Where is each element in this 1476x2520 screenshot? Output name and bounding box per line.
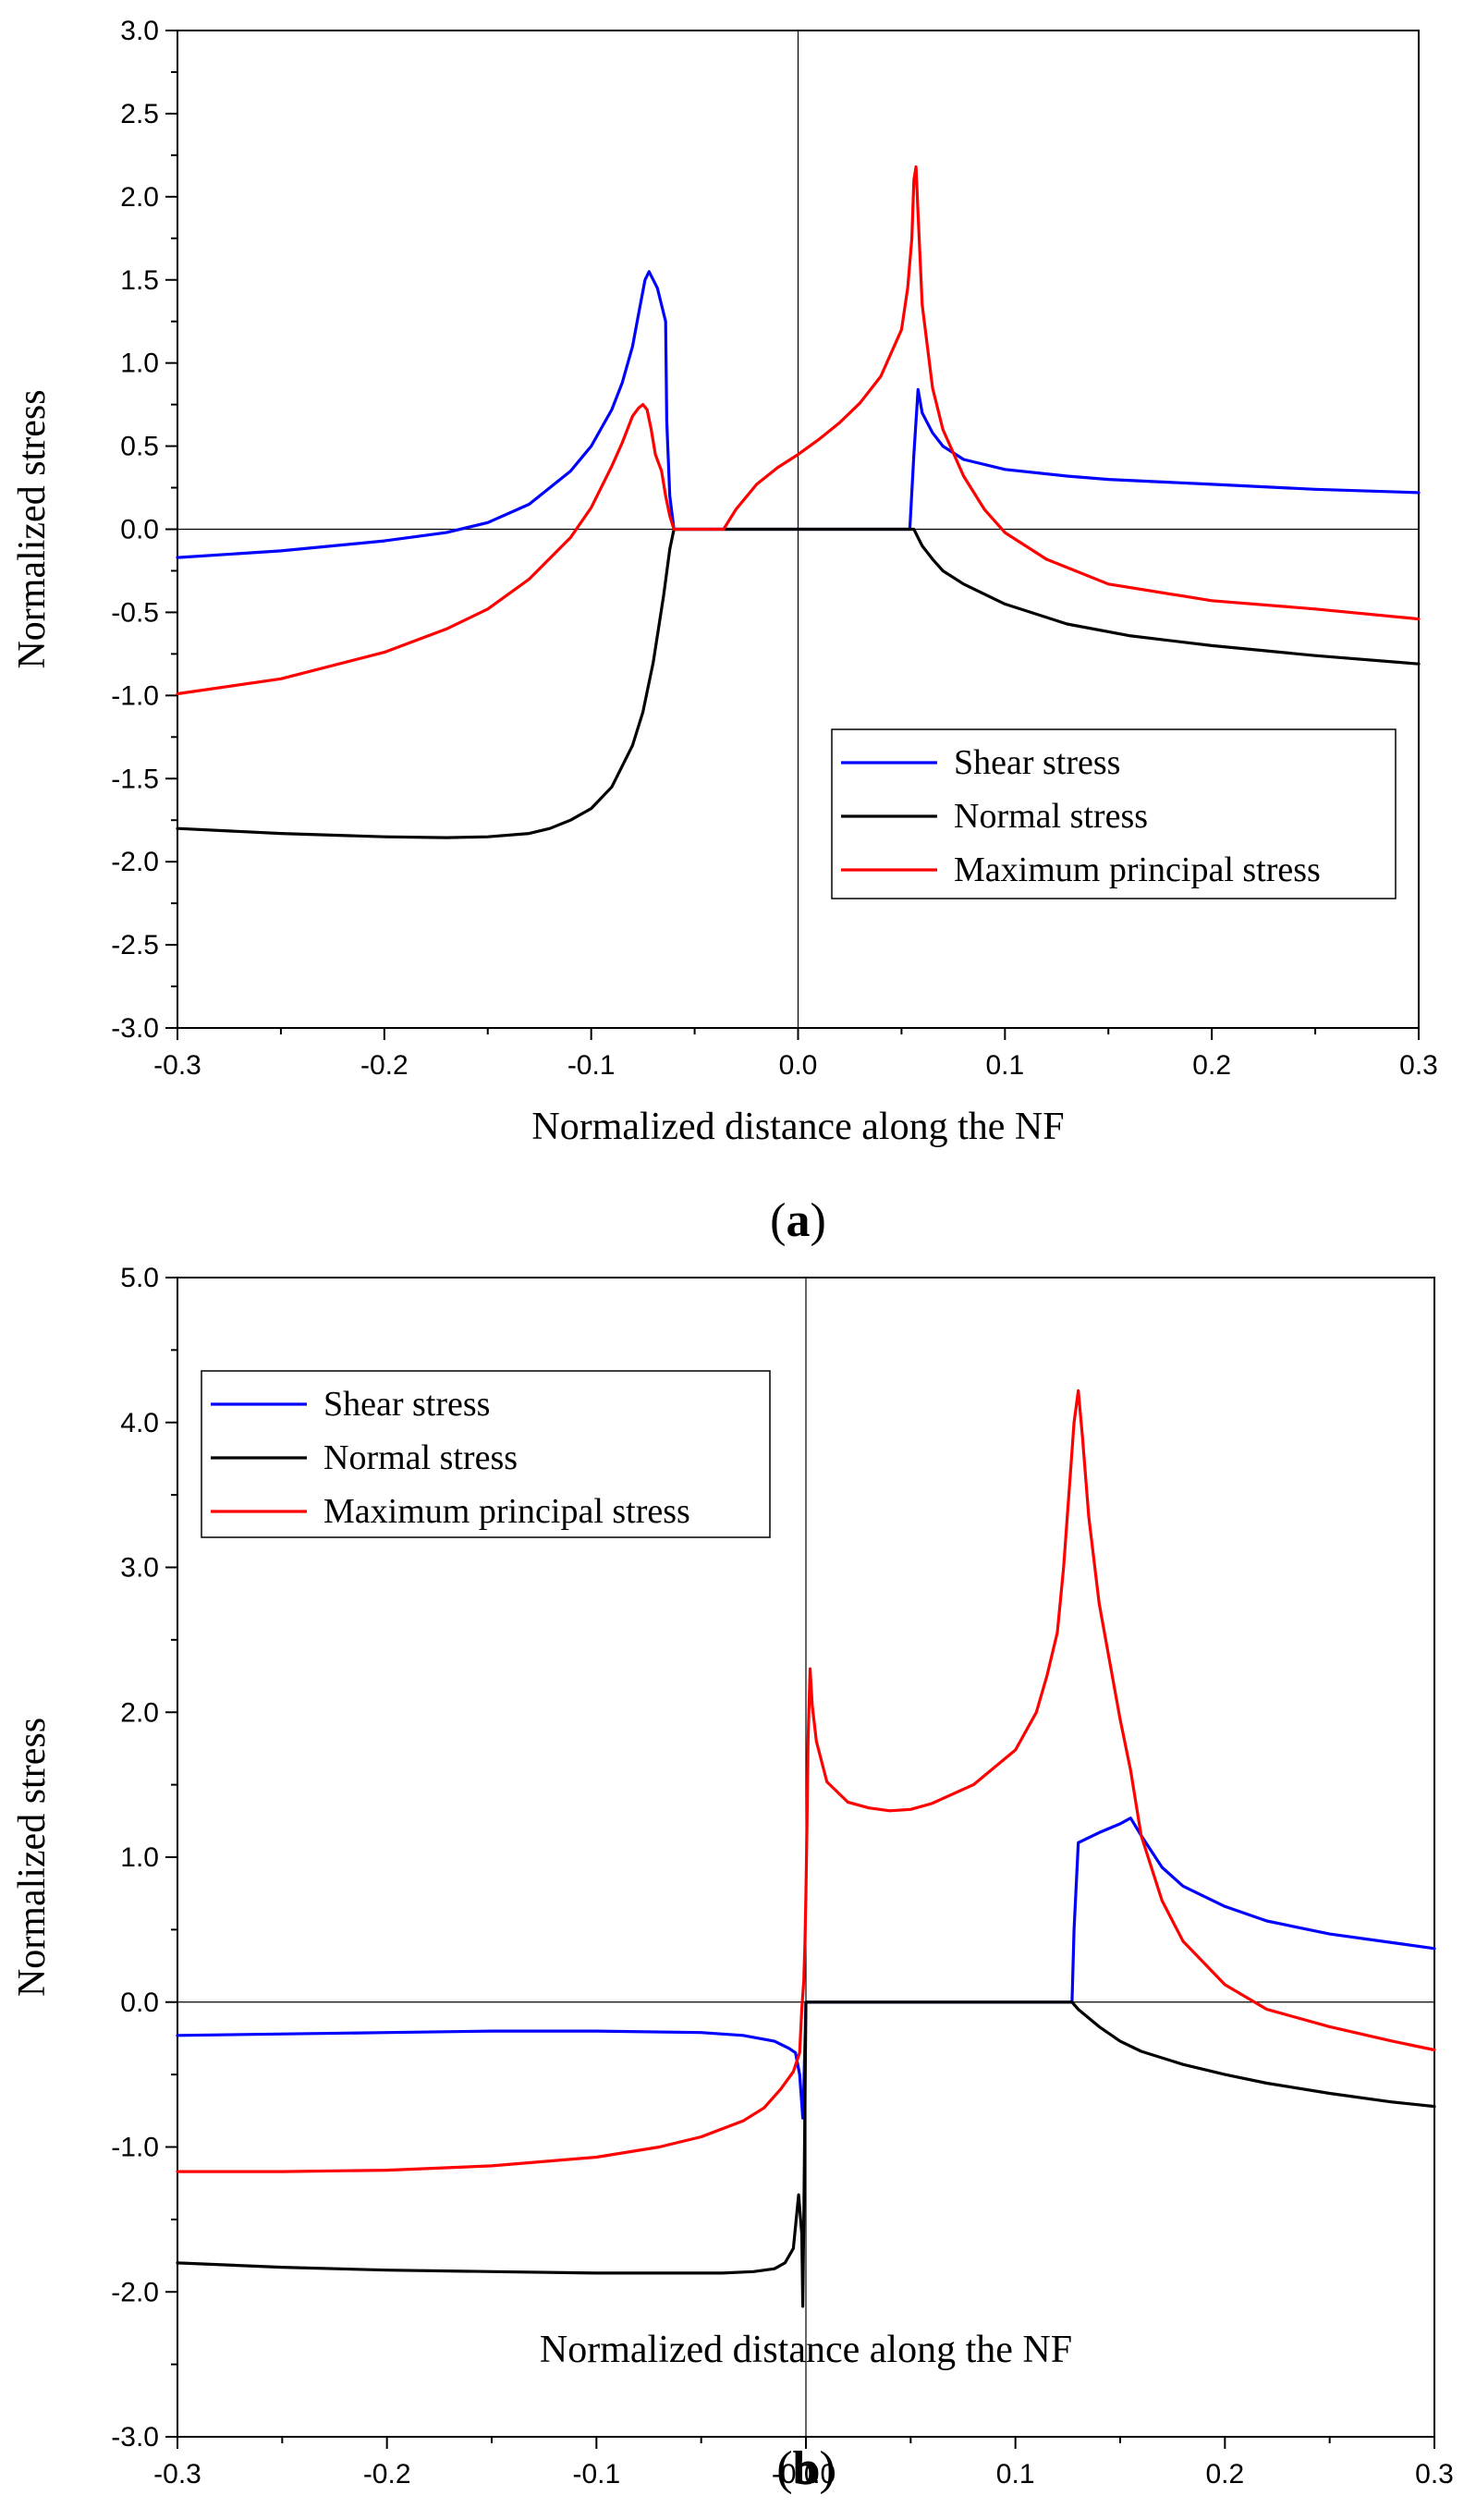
y-tick-label: 1.5 xyxy=(120,265,159,296)
x-tick-label: 0.1 xyxy=(985,1050,1024,1081)
x-tick-label: 0.1 xyxy=(996,2459,1035,2489)
y-tick-label: 0.0 xyxy=(120,515,159,545)
y-tick-label: -2.0 xyxy=(111,847,159,877)
x-tick-label: -0.2 xyxy=(363,2459,411,2489)
legend-label: Normal stress xyxy=(954,797,1148,836)
y-tick-label: 0.0 xyxy=(120,1988,159,2018)
y-axis-title: Normalized stress xyxy=(11,389,54,668)
chart-panel-a: -0.3 -0.2 -0.1 0.0 0.1 0.2 0.3 -3.0 -2.5 -2.0 -1.5… xyxy=(11,16,1438,1247)
y-tick-label: 0.5 xyxy=(120,432,159,462)
legend: Shear stress Normal stress Maximum princip… xyxy=(201,1370,771,1538)
y-tick-label: -1.0 xyxy=(111,680,159,711)
legend-label: Maximum principal stress xyxy=(954,850,1321,889)
legend-box xyxy=(201,1370,771,1538)
y-tick-label: 1.0 xyxy=(120,349,159,379)
x-tick-label: 0.3 xyxy=(1399,1050,1438,1081)
legend-label: Shear stress xyxy=(323,1385,490,1424)
series-line-maximum-principal-stress xyxy=(176,1388,1436,2173)
series-line-shear-stress xyxy=(176,270,1421,559)
y-axis-title: Normalized stress xyxy=(11,1718,54,1997)
panel-label: (b) xyxy=(776,2442,836,2495)
y-tick-label: -1.0 xyxy=(111,2133,159,2163)
y-tick-label: 5.0 xyxy=(120,1263,159,1293)
x-tick-label: 0.0 xyxy=(779,1050,818,1081)
x-tick-label: -0.1 xyxy=(567,1050,616,1081)
y-tick-label: 3.0 xyxy=(120,1553,159,1584)
x-axis-title: Normalized distance along the NF xyxy=(540,2329,1072,2371)
legend-label: Shear stress xyxy=(954,743,1120,782)
x-tick-label: -0.3 xyxy=(153,2459,201,2489)
legend-label: Maximum principal stress xyxy=(323,1492,690,1531)
series-line-normal-stress xyxy=(176,527,1421,839)
series-line-maximum-principal-stress xyxy=(176,165,1421,696)
legend: Shear stress Normal stress Maximum princip… xyxy=(831,728,1397,899)
x-tick-label: -0.3 xyxy=(153,1050,201,1081)
y-tick-label: 2.0 xyxy=(120,1697,159,1728)
y-tick-label: 2.0 xyxy=(120,182,159,213)
x-axis-title: Normalized distance along the NF xyxy=(531,1106,1064,1148)
x-tick-label: -0.2 xyxy=(360,1050,409,1081)
x-tick-label: -0.0 xyxy=(772,2459,820,2489)
chart-panel-b: -0.3 -0.2 -0.1 -0.00.0 0.1 0.2 0.3-3.0-2.0-1.0… xyxy=(11,1263,1454,2495)
y-tick-label: -2.5 xyxy=(111,930,159,960)
x-tick-label: 0.2 xyxy=(1192,1050,1231,1081)
y-tick-label: 3.0 xyxy=(120,16,159,46)
legend-label: Normal stress xyxy=(323,1438,518,1477)
x-tick-label: 0.2 xyxy=(1205,2459,1244,2489)
y-tick-label: -1.5 xyxy=(111,764,159,794)
y-tick-label: -3.0 xyxy=(111,1013,159,1044)
x-tick-label: -0.1 xyxy=(572,2459,620,2489)
panel-label: (a) xyxy=(770,1194,826,1247)
y-tick-label: 1.0 xyxy=(120,1842,159,1873)
y-tick-label: -2.0 xyxy=(111,2277,159,2307)
x-tick-label: 0.0 xyxy=(797,2459,836,2489)
y-tick-label: -3.0 xyxy=(111,2422,159,2453)
x-tick-label: 0.3 xyxy=(1415,2459,1454,2489)
y-tick-label: 4.0 xyxy=(120,1408,159,1438)
y-tick-label: 2.5 xyxy=(120,99,159,129)
series-line-normal-stress xyxy=(176,2000,1436,2308)
y-tick-label: -0.5 xyxy=(111,597,159,628)
